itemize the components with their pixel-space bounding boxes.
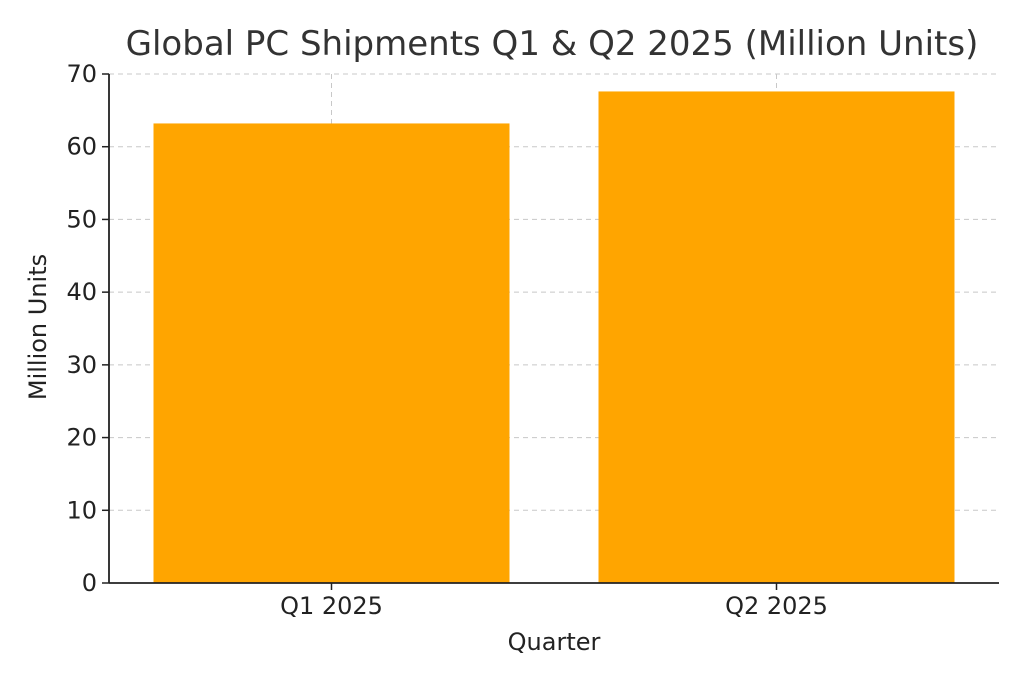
y-tick-label: 30 (66, 351, 97, 379)
axes-layer (108, 74, 999, 584)
x-axis-label: Quarter (508, 628, 601, 656)
bars-layer (153, 91, 955, 584)
bar (598, 91, 955, 584)
y-tick-label: 10 (66, 496, 97, 524)
y-tick-label: 60 (66, 133, 97, 161)
y-tick-label: 50 (66, 205, 97, 233)
ticks-layer: 0 10 20 30 40 50 60 70 Q1 2025 Q2 2025 (66, 60, 827, 620)
x-tick-label: Q2 2025 (725, 592, 828, 620)
y-axis-label: Million Units (24, 254, 52, 400)
x-tick-label: Q1 2025 (280, 592, 383, 620)
y-tick-label: 20 (66, 424, 97, 452)
y-tick-label: 40 (66, 278, 97, 306)
chart-title: Global PC Shipments Q1 & Q2 2025 (Millio… (126, 24, 979, 64)
y-tick-label: 70 (66, 60, 97, 88)
bar (153, 123, 510, 584)
y-tick-label: 0 (82, 569, 97, 597)
